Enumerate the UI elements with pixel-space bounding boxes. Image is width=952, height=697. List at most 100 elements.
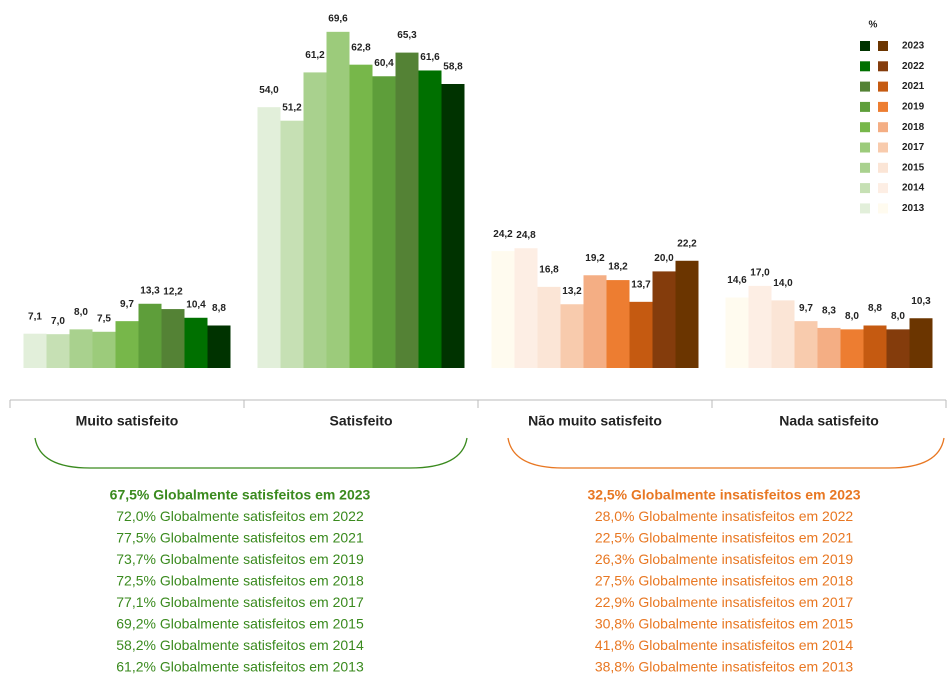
legend-swatch xyxy=(878,61,888,72)
summary-line: 77,1% Globalmente satisfeitos em 2017 xyxy=(116,594,364,610)
summary-line: 41,8% Globalmente insatisfeitos em 2014 xyxy=(595,637,854,653)
legend-swatch xyxy=(860,162,870,173)
summary-line: 30,8% Globalmente insatisfeitos em 2015 xyxy=(595,616,854,632)
bar xyxy=(886,329,910,368)
bar xyxy=(138,303,162,368)
value-label: 16,8 xyxy=(539,264,559,275)
category-label: Nada satisfeito xyxy=(779,413,879,429)
bar xyxy=(280,120,304,368)
brace-unsatisfied xyxy=(507,437,945,469)
summary-line: 38,8% Globalmente insatisfeitos em 2013 xyxy=(595,659,854,675)
bar xyxy=(863,325,887,368)
legend-swatch xyxy=(860,122,870,133)
legend-label: 2018 xyxy=(902,122,925,133)
summary-line: 72,0% Globalmente satisfeitos em 2022 xyxy=(116,508,364,524)
value-label: 61,6 xyxy=(420,52,440,63)
value-label: 7,1 xyxy=(28,311,42,322)
legend-label: 2015 xyxy=(902,162,925,173)
bar xyxy=(207,325,231,368)
summary-line: 58,2% Globalmente satisfeitos em 2014 xyxy=(116,637,364,653)
legend-swatch xyxy=(878,122,888,133)
bar xyxy=(675,260,699,368)
value-label: 19,2 xyxy=(585,253,605,264)
legend-title: % xyxy=(869,20,878,31)
bar xyxy=(491,251,515,368)
category-label: Não muito satisfeito xyxy=(528,413,662,429)
value-label: 8,8 xyxy=(868,303,882,314)
bar xyxy=(794,321,818,368)
bar xyxy=(560,304,584,368)
value-label: 58,8 xyxy=(443,62,463,73)
summary-line: 27,5% Globalmente insatisfeitos em 2018 xyxy=(595,573,854,589)
summary-line: 26,3% Globalmente insatisfeitos em 2019 xyxy=(595,551,854,567)
value-label: 9,7 xyxy=(120,299,134,310)
bar xyxy=(909,318,933,368)
legend-swatch xyxy=(860,61,870,72)
summary-line: 22,9% Globalmente insatisfeitos em 2017 xyxy=(595,594,854,610)
category-label: Muito satisfeito xyxy=(76,413,179,429)
value-label: 8,0 xyxy=(74,307,88,318)
value-label: 8,0 xyxy=(891,311,905,322)
bar xyxy=(69,329,93,368)
value-label: 65,3 xyxy=(397,30,417,41)
legend-swatch xyxy=(878,101,888,112)
legend-swatch xyxy=(860,41,870,51)
bar xyxy=(395,52,419,368)
bar xyxy=(418,70,442,369)
value-label: 17,0 xyxy=(750,268,770,279)
value-label: 22,2 xyxy=(677,238,697,249)
value-label: 54,0 xyxy=(259,85,279,96)
value-label: 14,6 xyxy=(727,275,747,286)
legend-swatch xyxy=(860,81,870,92)
brace-satisfied xyxy=(34,437,468,469)
legend-swatch xyxy=(878,183,888,194)
value-label: 18,2 xyxy=(608,262,628,273)
bar xyxy=(725,297,749,368)
legend-swatch xyxy=(878,142,888,153)
legend-swatch xyxy=(878,203,888,214)
summary-line: 73,7% Globalmente satisfeitos em 2019 xyxy=(116,551,364,567)
value-label: 7,0 xyxy=(51,316,65,327)
bar xyxy=(537,286,561,368)
value-label: 24,8 xyxy=(516,230,536,241)
value-label: 7,5 xyxy=(97,313,111,324)
summary-line: 32,5% Globalmente insatisfeitos em 2023 xyxy=(587,487,860,503)
value-label: 10,4 xyxy=(186,299,206,310)
bar xyxy=(840,329,864,368)
legend-swatch xyxy=(878,41,888,51)
bar xyxy=(583,275,607,368)
summary-line: 28,0% Globalmente insatisfeitos em 2022 xyxy=(595,508,854,524)
summary-line: 67,5% Globalmente satisfeitos em 2023 xyxy=(110,487,371,503)
value-label: 8,0 xyxy=(845,311,859,322)
value-label: 8,8 xyxy=(212,303,226,314)
bar xyxy=(161,309,185,368)
summary-line: 69,2% Globalmente satisfeitos em 2015 xyxy=(116,616,364,632)
legend-swatch xyxy=(860,203,870,214)
value-label: 13,3 xyxy=(140,285,160,296)
value-label: 9,7 xyxy=(799,303,813,314)
bar xyxy=(629,301,653,368)
summary-line: 72,5% Globalmente satisfeitos em 2018 xyxy=(116,573,364,589)
value-label: 62,8 xyxy=(351,42,371,53)
bar xyxy=(748,285,772,368)
legend-label: 2014 xyxy=(902,183,925,194)
legend-swatch xyxy=(878,162,888,173)
summary-line: 22,5% Globalmente insatisfeitos em 2021 xyxy=(595,530,854,546)
bar xyxy=(257,107,281,369)
value-label: 69,6 xyxy=(328,13,348,24)
value-label: 8,3 xyxy=(822,306,836,317)
bar xyxy=(441,83,465,368)
legend-label: 2019 xyxy=(902,102,925,113)
bar xyxy=(514,248,538,368)
bar xyxy=(92,331,116,368)
summary-line: 61,2% Globalmente satisfeitos em 2013 xyxy=(116,659,364,675)
value-label: 13,7 xyxy=(631,279,651,290)
value-label: 60,4 xyxy=(374,58,394,69)
bar xyxy=(817,327,841,368)
value-label: 20,0 xyxy=(654,253,674,264)
value-label: 51,2 xyxy=(282,102,302,113)
legend-swatch xyxy=(860,101,870,112)
legend-label: 2021 xyxy=(902,81,925,92)
legend-swatch xyxy=(860,183,870,194)
